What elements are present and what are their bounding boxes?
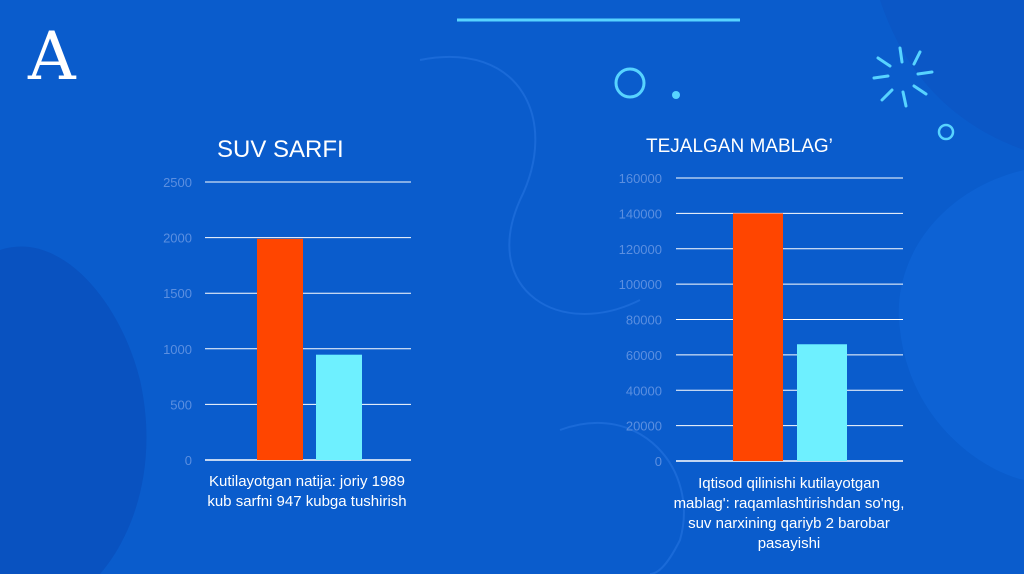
y-tick-label: 100000 <box>619 277 662 292</box>
bar-tejalgan-mablag-2 <box>797 344 847 461</box>
y-tick-label: 20000 <box>626 419 662 434</box>
y-tick-label: 500 <box>170 397 192 412</box>
y-tick-label: 1000 <box>163 342 192 357</box>
y-tick-label: 160000 <box>619 171 662 186</box>
y-tick-label: 120000 <box>619 242 662 257</box>
decor-small-ring-icon <box>937 123 955 141</box>
decor-dot-icon <box>672 91 680 99</box>
y-tick-label: 0 <box>185 453 192 468</box>
chart-title-tejalgan-mablag: TEJALGAN MABLAG’ <box>646 136 833 157</box>
y-tick-label: 1500 <box>163 286 192 301</box>
y-tick-label: 40000 <box>626 383 662 398</box>
background-contour-line-2 <box>559 422 685 574</box>
chart-caption-suv-sarfi: Kutilayotgan natija: joriy 1989 kub sarf… <box>207 473 407 510</box>
bar-suv-sarfi-2 <box>316 354 362 460</box>
y-tick-label: 80000 <box>626 313 662 328</box>
y-tick-label: 140000 <box>619 206 662 221</box>
bar-suv-sarfi-1 <box>257 238 303 460</box>
chart-tejalgan-mablag: 0 20000 40000 60000 80000 100000 120000 140000 1… <box>619 171 903 469</box>
y-tick-label: 2000 <box>163 231 192 246</box>
bar-tejalgan-mablag-1 <box>733 213 783 461</box>
background-blob-top-right <box>880 0 1024 150</box>
heading-line-2: A <box>28 18 76 95</box>
decor-ring-icon <box>614 67 646 99</box>
chart-caption-tejalgan-mablag: Iqtisod qilinishi kutilayotgan mablag': … <box>673 475 905 552</box>
y-tick-label: 0 <box>655 454 662 469</box>
heading-line-1: ИЛ-ЕЖ <box>28 0 285 14</box>
y-tick-label: 60000 <box>626 348 662 363</box>
chart-suv-sarfi: 0 500 1000 1500 2000 2500 <box>163 175 411 468</box>
chart-title-suv-sarfi: SUV SARFI <box>217 136 344 163</box>
background-blob-right <box>898 170 1024 480</box>
y-tick-label: 2500 <box>163 175 192 190</box>
background-contour-line <box>419 55 641 315</box>
background-blob-left <box>0 246 147 574</box>
sparkle-icon <box>872 46 934 108</box>
